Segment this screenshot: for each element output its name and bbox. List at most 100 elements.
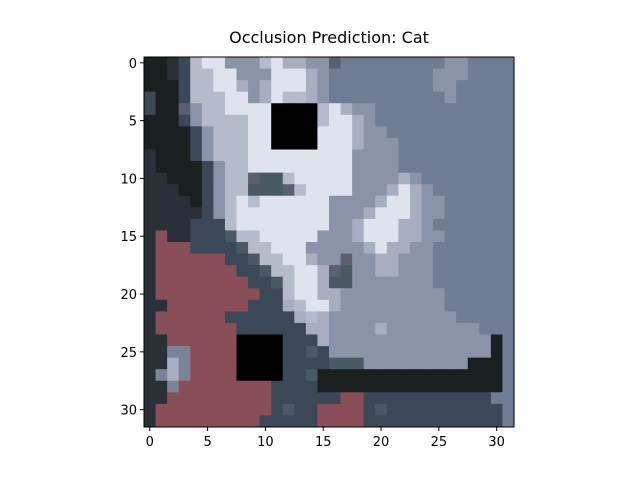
pixel-cell [317, 346, 330, 359]
pixel-cell [271, 392, 284, 405]
pixel-cell [409, 334, 422, 347]
pixel-cell [294, 311, 307, 324]
pixel-cell [236, 57, 249, 69]
pixel-cell [167, 184, 180, 197]
pixel-cell [178, 311, 191, 324]
pixel-cell [213, 172, 226, 185]
pixel-cell [456, 172, 469, 185]
pixel-cell [421, 311, 434, 324]
pixel-cell [236, 184, 249, 197]
pixel-cell [248, 346, 261, 359]
pixel-cell [467, 299, 480, 312]
pixel-cell [305, 369, 318, 382]
pixel-cell [479, 184, 492, 197]
pixel-cell [433, 311, 446, 324]
pixel-cell [248, 57, 261, 69]
pixel-cell [398, 334, 411, 347]
pixel-cell [155, 299, 168, 312]
pixel-cell [467, 322, 480, 335]
pixel-cell [456, 137, 469, 150]
pixel-cell [352, 369, 365, 382]
pixel-cell [433, 392, 446, 405]
pixel-cell [363, 334, 376, 347]
pixel-cell [479, 380, 492, 393]
pixel-cell [398, 380, 411, 393]
pixel-cell [433, 114, 446, 127]
pixel-cell [329, 172, 341, 185]
pixel-cell [271, 415, 284, 428]
pixel-cell [224, 114, 237, 127]
pixel-cell [236, 126, 249, 139]
pixel-cell [236, 207, 249, 220]
pixel-cell [190, 137, 203, 150]
pixel-cell [444, 207, 457, 220]
pixel-cell [479, 415, 492, 428]
pixel-cell [329, 369, 341, 382]
pixel-cell [444, 392, 457, 405]
pixel-cell [317, 218, 330, 231]
pixel-cell [421, 380, 434, 393]
pixel-cell [305, 357, 318, 370]
pixel-cell [167, 299, 180, 312]
pixel-cell [236, 276, 249, 289]
pixel-cell [144, 137, 156, 150]
pixel-cell [329, 288, 341, 301]
pixel-cell [155, 57, 168, 69]
pixel-cell [398, 91, 411, 104]
pixel-cell [236, 392, 249, 405]
pixel-cell [167, 265, 180, 278]
pixel-cell [201, 137, 214, 150]
pixel-cell [398, 403, 411, 416]
pixel-cell [294, 161, 307, 174]
pixel-cell [305, 311, 318, 324]
pixel-cell [178, 346, 191, 359]
pixel-cell [178, 149, 191, 162]
pixel-cell [317, 311, 330, 324]
pixel-cell [502, 195, 515, 208]
pixel-cell [386, 334, 399, 347]
pixel-cell [282, 230, 295, 243]
pixel-cell [409, 218, 422, 231]
pixel-cell [282, 288, 295, 301]
pixel-cell [224, 380, 237, 393]
pixel-cell [363, 230, 376, 243]
pixel-cell [409, 172, 422, 185]
pixel-cell [421, 207, 434, 220]
pixel-cell [375, 57, 388, 69]
pixel-cell [479, 253, 492, 266]
pixel-cell [329, 346, 341, 359]
pixel-cell [444, 103, 457, 116]
pixel-cell [444, 380, 457, 393]
pixel-cell [271, 230, 284, 243]
pixel-cell [248, 253, 261, 266]
pixel-cell [271, 403, 284, 416]
pixel-cell [490, 149, 503, 162]
pixel-cell [490, 334, 503, 347]
pixel-cell [271, 334, 284, 347]
pixel-cell [479, 80, 492, 93]
pixel-cell [201, 369, 214, 382]
pixel-cell [456, 230, 469, 243]
pixel-cell [144, 369, 156, 382]
pixel-cell [201, 380, 214, 393]
pixel-cell [144, 415, 156, 428]
pixel-cell [421, 276, 434, 289]
pixel-cell [282, 126, 295, 139]
pixel-cell [178, 334, 191, 347]
pixel-cell [398, 218, 411, 231]
pixel-cell [467, 195, 480, 208]
pixel-cell [213, 369, 226, 382]
pixel-cell [167, 380, 180, 393]
pixel-cell [236, 80, 249, 93]
pixel-cell [421, 415, 434, 428]
pixel-cell [201, 288, 214, 301]
pixel-cell [444, 369, 457, 382]
pixel-cell [213, 415, 226, 428]
pixel-cell [305, 207, 318, 220]
pixel-cell [190, 149, 203, 162]
pixel-cell [167, 161, 180, 174]
pixel-cell [398, 242, 411, 254]
pixel-cell [467, 68, 480, 81]
pixel-cell [433, 357, 446, 370]
pixel-cell [490, 276, 503, 289]
